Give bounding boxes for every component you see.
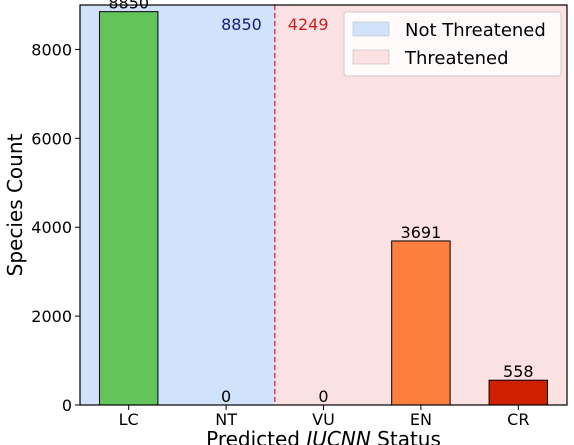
bar-en <box>391 240 451 406</box>
bar-value-label: 0 <box>318 387 328 406</box>
group-totals: 8850 4249 <box>221 15 328 34</box>
x-axis-title: Predicted IUCNN Status <box>206 427 441 445</box>
x-tick-label: NT <box>215 410 237 429</box>
legend-swatch <box>352 49 390 65</box>
group-total-threatened: 4249 <box>288 15 329 34</box>
legend-entry: Not Threatened <box>405 20 546 41</box>
y-axis: 0 2000 4000 6000 8000 <box>31 40 80 415</box>
x-tick-label: LC <box>119 410 139 429</box>
group-total-not-threatened: 8850 <box>221 15 262 34</box>
legend-swatch <box>352 21 390 37</box>
bar-lc <box>98 11 159 406</box>
x-tick-label: EN <box>410 410 432 429</box>
y-tick-label: 8000 <box>31 40 72 59</box>
x-axis: LC NT VU EN CR <box>119 405 529 429</box>
x-axis-title-part: Predicted <box>206 427 306 445</box>
y-tick-label: 6000 <box>31 129 72 148</box>
x-axis-title-part: Status <box>371 427 441 445</box>
x-tick-label: VU <box>312 410 335 429</box>
bar-value-label: 0 <box>221 387 231 406</box>
bar-value-label: 8850 <box>108 0 149 13</box>
y-axis-title: Species Count <box>3 133 27 276</box>
bar-cr <box>488 379 549 406</box>
bar-value-label: 558 <box>503 362 534 381</box>
x-axis-title-part: IUCNN <box>306 427 370 445</box>
y-tick-label: 4000 <box>31 218 72 237</box>
y-tick-label: 2000 <box>31 307 72 326</box>
y-tick-label: 0 <box>62 396 72 415</box>
legend-box <box>343 11 562 77</box>
bar-value-label: 3691 <box>401 223 442 242</box>
x-tick-label: CR <box>507 410 529 429</box>
legend: Not Threatened Threatened <box>343 11 562 77</box>
legend-entry: Threatened <box>404 48 509 69</box>
